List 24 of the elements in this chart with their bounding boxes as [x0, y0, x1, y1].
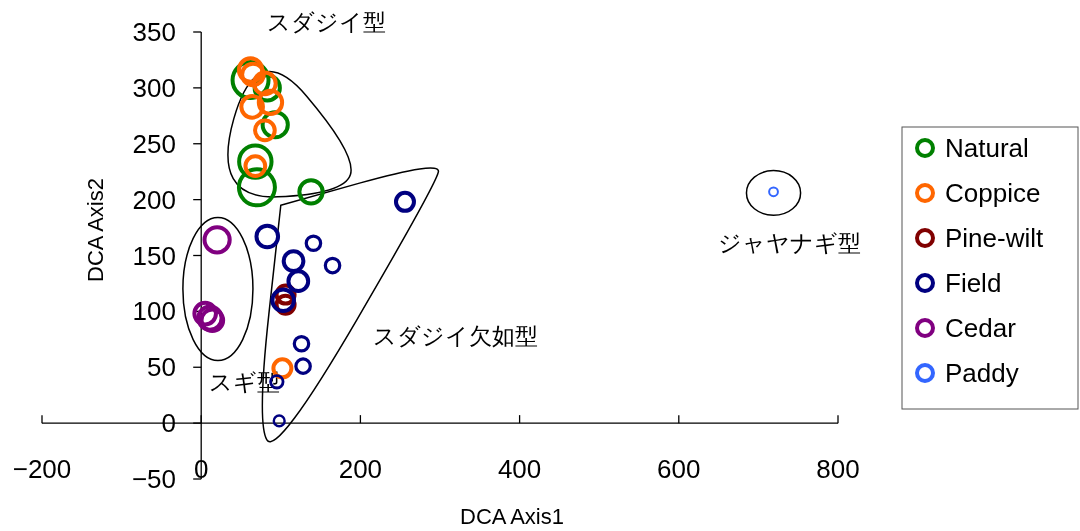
y-tick-label: 250: [132, 128, 176, 159]
x-tick-label: −200: [12, 454, 72, 484]
x-tick-label: 800: [816, 454, 860, 484]
y-tick-label: 300: [132, 72, 176, 103]
y-tick-label: 200: [132, 184, 176, 215]
y-tick-label: 50: [147, 352, 176, 383]
annotation: ジャヤナギ型: [717, 230, 861, 256]
legend-label: Paddy: [945, 358, 1019, 388]
y-tick-label: −50: [131, 464, 176, 494]
x-tick-label: 200: [338, 454, 383, 484]
legend-label: Cedar: [945, 313, 1017, 343]
x-tick-label: 600: [657, 454, 701, 484]
y-tick-label: 150: [132, 240, 176, 271]
x-tick-label: 400: [497, 454, 542, 484]
legend-label: Coppice: [945, 178, 1041, 208]
y-tick-label: 100: [132, 296, 176, 327]
annotation: スダジイ型: [266, 9, 386, 35]
legend-label: Natural: [945, 133, 1029, 163]
y-axis-title: DCA Axis2: [83, 178, 108, 282]
x-axis-title: DCA Axis1: [460, 504, 564, 529]
legend-label: Field: [945, 268, 1002, 298]
legend-label: Pine-wilt: [945, 223, 1045, 253]
y-tick-label: 350: [132, 17, 176, 47]
annotation: スダジイ欠如型: [372, 323, 538, 349]
